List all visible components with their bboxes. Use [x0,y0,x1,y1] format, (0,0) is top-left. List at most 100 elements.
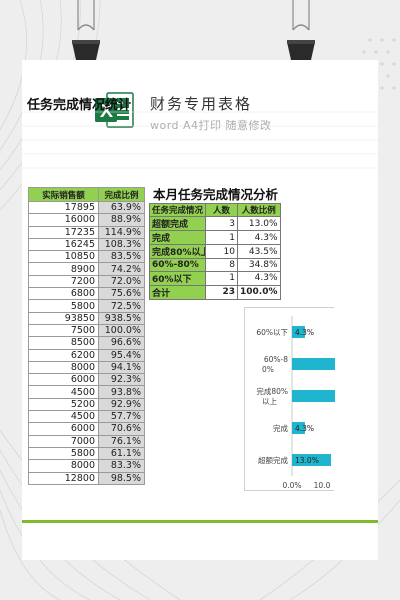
table-row: 超额完成 3 13.0% [149,216,281,231]
actual-sales-cell: 17235 [28,225,99,239]
ratio-cell: 43.5% [237,244,281,259]
completion-rate-cell: 76.1% [98,434,145,448]
document-header: 财务专用表格 word A4打印 随意修改 [22,60,378,145]
table-row: 8000 83.3% [28,459,145,473]
completion-rate-cell: 114.9% [98,225,145,239]
table-row: 60%以下 1 4.3% [149,270,281,286]
ratio-cell: 13.0% [237,216,281,231]
table-row: 16245 108.3% [28,237,145,252]
completion-rate-cell: 96.6% [98,336,145,350]
completion-rate-cell: 98.5% [98,471,145,485]
ratio-cell: 34.8% [237,258,281,272]
document-title: 财务专用表格 [150,95,253,113]
chart-category-label: 完成80%以上 [256,386,288,406]
table-row: 16000 88.9% [28,213,145,227]
table-row: 5800 61.1% [28,446,145,461]
column-header-completion-rate: 完成比例 [98,187,145,202]
chart-category-label: 超额完成 [258,455,288,465]
completion-rate-cell: 72.0% [98,274,145,289]
completion-rate-cell: 88.9% [98,213,145,227]
sales-completion-table: 实际销售额 完成比例 17895 63.9% 16000 88.9% 17235 114.… [28,187,145,485]
sheet-gridlines [22,111,378,169]
actual-sales-cell: 6000 [28,422,99,436]
status-cell: 完成 [149,230,206,245]
completion-rate-cell: 70.6% [98,422,145,436]
status-cell: 60%以下 [149,270,206,286]
right-section-title: 本月任务完成情况分析 [153,187,279,202]
chart-bar [292,358,335,370]
footer-accent-line [22,520,378,523]
completion-rate-cell: 938.5% [98,311,145,325]
completion-rate-cell: 61.1% [98,446,145,461]
actual-sales-cell: 7200 [28,274,99,289]
chart-data-label: 13.0% [295,456,319,465]
completion-rate-cell: 93.8% [98,385,145,399]
column-header-ratio: 人数比例 [237,203,281,217]
actual-sales-cell: 12800 [28,471,99,485]
actual-sales-cell: 6000 [28,373,99,387]
completion-rate-cell: 100.0% [98,323,145,338]
completion-rate-cell: 108.3% [98,237,145,252]
table-row: 7500 100.0% [28,323,145,338]
chart-category-label: 60%以下 [256,328,288,337]
completion-rate-cell: 75.6% [98,287,145,301]
completion-rate-cell: 57.7% [98,410,145,424]
ratio-cell: 4.3% [237,230,281,245]
count-cell: 8 [205,258,238,272]
actual-sales-cell: 17895 [28,200,99,215]
actual-sales-cell: 16245 [28,237,99,252]
table-row: 10850 83.5% [28,250,145,264]
table-row: 4500 93.8% [28,385,145,399]
table-row: 7000 76.1% [28,434,145,448]
binder-clip-icon [287,0,315,60]
actual-sales-cell: 7000 [28,434,99,448]
table-row: 6000 70.6% [28,422,145,436]
table-row: 17895 63.9% [28,200,145,215]
count-cell: 23 [205,284,238,300]
status-cell: 合计 [149,284,206,300]
actual-sales-cell: 93850 [28,311,99,325]
table-row: 5800 72.5% [28,299,145,313]
actual-sales-cell: 10850 [28,250,99,264]
completion-rate-cell: 72.5% [98,299,145,313]
table-row: 8000 94.1% [28,360,145,375]
completion-rate-cell: 83.5% [98,250,145,264]
table-row: 完成80%以上 10 43.5% [149,244,281,259]
table-row: 6200 95.4% [28,348,145,362]
chart-bar [292,454,331,466]
chart-data-label: 4.3% [295,328,314,337]
actual-sales-cell: 16000 [28,213,99,227]
actual-sales-cell: 5200 [28,397,99,412]
chart-category-label: 完成 [273,423,288,433]
table-row: 8900 74.2% [28,262,145,276]
completion-rate-cell: 92.3% [98,373,145,387]
ratio-cell: 100.0% [237,284,281,300]
table-row: 8500 96.6% [28,336,145,350]
actual-sales-cell: 5800 [28,446,99,461]
table-row: 60%-80% 8 34.8% [149,258,281,272]
table-row: 17235 114.9% [28,225,145,239]
chart-data-label: 4.3% [295,424,314,433]
column-header-status: 任务完成情况 [149,203,206,217]
analysis-table-body: 超额完成 3 13.0% 完成 1 4.3% 完成80%以上 10 43.5% 60%-80% 8 3… [149,216,281,300]
chart-bar [292,422,305,434]
count-cell: 1 [205,270,238,286]
table-row: 5200 92.9% [28,397,145,412]
completion-rate-cell: 92.9% [98,397,145,412]
table-row: 93850 938.5% [28,311,145,325]
total-row: 合计 23 100.0% [149,284,281,300]
actual-sales-cell: 8000 [28,360,99,375]
chart-category-label: 60%-8 0% [262,355,288,374]
actual-sales-cell: 5800 [28,299,99,313]
actual-sales-cell: 8000 [28,459,99,473]
ratio-bar-chart: 60%以下 4.3% 60%-8 0% 完成80%以上 完成 4.3% 超额完成 13.0% 0.… [244,307,335,491]
status-cell: 60%-80% [149,258,206,272]
actual-sales-cell: 6200 [28,348,99,362]
count-cell: 1 [205,230,238,245]
actual-sales-cell: 7500 [28,323,99,338]
status-cell: 完成80%以上 [149,244,206,259]
status-cell: 超额完成 [149,216,206,231]
table-row: 4500 57.7% [28,410,145,424]
table-row: 完成 1 4.3% [149,230,281,245]
